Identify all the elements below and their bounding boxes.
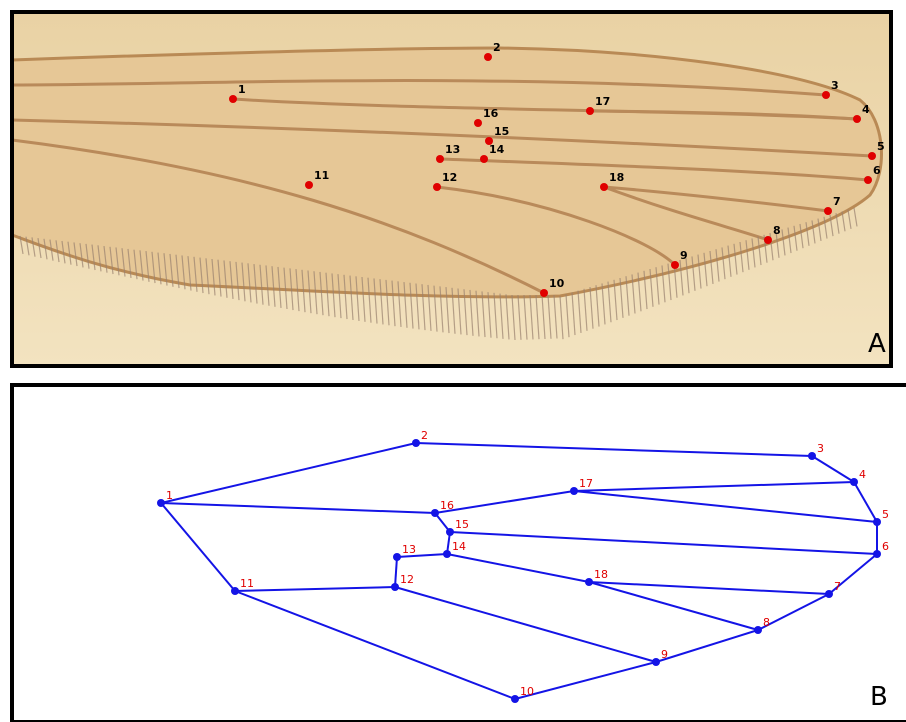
landmark-point <box>431 509 439 517</box>
landmark-point <box>485 137 493 145</box>
landmark-label: 17 <box>579 477 593 490</box>
landmark-point <box>822 91 830 99</box>
landmark-label: 6 <box>873 164 881 177</box>
landmark-label: 11 <box>240 577 254 590</box>
landmark-label: 1 <box>238 83 246 96</box>
landmark-label: 18 <box>609 171 624 184</box>
landmark-label: 10 <box>520 685 534 698</box>
panel-b: B 123456789101112131415161718 <box>12 385 906 722</box>
landmark-label: 14 <box>452 540 466 553</box>
landmark-point <box>511 695 519 703</box>
landmark-label: 8 <box>773 224 781 237</box>
panel-label: B <box>870 682 888 712</box>
landmark-label: 14 <box>489 143 505 156</box>
landmark-point <box>540 289 548 297</box>
landmark-point <box>586 107 594 115</box>
landmark-point <box>864 176 872 184</box>
landmark-point <box>850 478 858 486</box>
landmark-label: 6 <box>882 540 889 553</box>
landmark-point <box>825 590 833 598</box>
landmark-label: 10 <box>549 277 565 290</box>
landmark-point <box>873 550 881 558</box>
figure: A 123456789101112131415161718 B 12345678… <box>0 0 906 722</box>
landmark-point <box>853 115 861 123</box>
landmark-label: 3 <box>817 442 824 455</box>
landmark-point <box>391 583 399 591</box>
page: A 123456789101112131415161718 B 12345678… <box>0 0 906 722</box>
landmark-point <box>157 499 165 507</box>
landmark-point <box>393 553 401 561</box>
landmark-point <box>484 53 492 61</box>
landmark-point <box>671 261 679 269</box>
landmark-label: 16 <box>483 107 499 120</box>
landmark-point <box>433 183 441 191</box>
landmark-label: 16 <box>440 499 454 512</box>
landmark-point <box>229 95 237 103</box>
landmark-label: 17 <box>595 95 610 108</box>
landmark-label: 7 <box>833 195 841 208</box>
landmark-point <box>480 155 488 163</box>
landmark-point <box>446 528 454 536</box>
landmark-label: 9 <box>661 648 668 661</box>
landmark-label: 1 <box>166 489 173 502</box>
landmark-point <box>764 236 772 244</box>
landmark-label: 9 <box>680 249 688 262</box>
panel-border <box>12 385 906 722</box>
landmark-point <box>873 518 881 526</box>
landmark-point <box>231 587 239 595</box>
landmark-label: 5 <box>877 140 885 153</box>
landmark-point <box>754 626 762 634</box>
landmark-label: 12 <box>400 573 414 586</box>
landmark-label: 12 <box>442 171 457 184</box>
landmark-label: 2 <box>493 41 501 54</box>
landmark-point <box>824 207 832 215</box>
landmark-point <box>412 439 420 447</box>
landmark-point <box>474 119 482 127</box>
landmark-label: 5 <box>882 508 889 521</box>
landmark-label: 7 <box>834 580 841 593</box>
landmark-point <box>436 155 444 163</box>
landmark-label: 8 <box>763 616 770 629</box>
landmark-label: 2 <box>421 429 428 442</box>
landmark-point <box>585 578 593 586</box>
landmark-point <box>305 181 313 189</box>
landmark-point <box>808 452 816 460</box>
landmark-label: 4 <box>862 103 870 116</box>
landmark-label: 4 <box>859 468 866 481</box>
landmark-label: 18 <box>594 568 608 581</box>
landmark-label: 15 <box>494 125 509 138</box>
landmark-point <box>868 152 876 160</box>
panel-label: A <box>868 329 886 359</box>
landmark-point <box>570 487 578 495</box>
landmark-label: 13 <box>402 543 416 556</box>
landmark-label: 11 <box>314 169 329 182</box>
landmark-label: 3 <box>831 79 839 92</box>
landmark-point <box>600 183 608 191</box>
landmark-point <box>443 550 451 558</box>
panel-a: A 123456789101112131415161718 <box>12 12 891 366</box>
landmark-label: 13 <box>445 143 460 156</box>
landmark-point <box>652 658 660 666</box>
landmark-label: 15 <box>455 518 469 531</box>
